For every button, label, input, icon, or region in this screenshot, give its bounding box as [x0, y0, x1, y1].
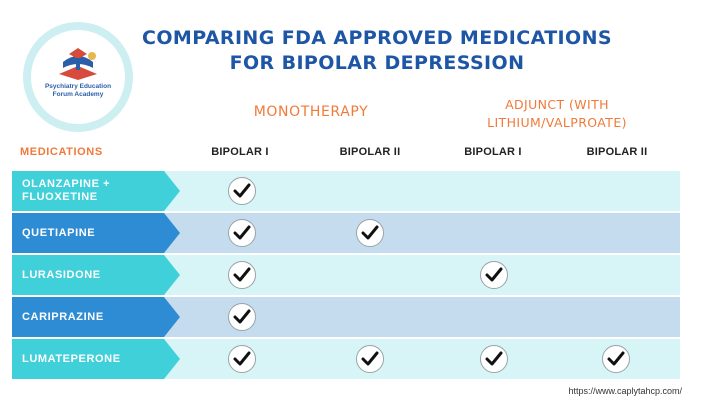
medication-arrow: QUETIAPINE: [12, 213, 180, 253]
title-line-2: FOR BIPOLAR DEPRESSION: [229, 52, 525, 74]
academy-logo: Psychiatry Education Forum Academy: [23, 22, 133, 132]
col-header-adj-bipolar-1: BIPOLAR I: [464, 146, 522, 158]
logo-line-1: Psychiatry Education: [44, 83, 112, 90]
table-row: LUMATEPERONE: [12, 339, 680, 379]
checkmark-cell: [228, 219, 256, 247]
medication-label-line-1: OLANZAPINE +: [22, 178, 111, 190]
checkmark-icon: [480, 345, 508, 373]
source-url: https://www.caplytahcp.com/: [568, 386, 682, 396]
logo-line-2: Forum Academy: [52, 90, 104, 98]
medication-label-line-1: QUETIAPINE: [22, 226, 96, 239]
medication-arrow: LURASIDONE: [12, 255, 180, 295]
logo-emblem-icon: [59, 48, 97, 80]
medications-header: MEDICATIONS: [20, 146, 103, 158]
checkmark-icon: [356, 345, 384, 373]
medication-label-line-1: LUMATEPERONE: [22, 352, 121, 365]
medication-arrow: OLANZAPINE + FLUOXETINE: [12, 171, 180, 211]
table-row: OLANZAPINE + FLUOXETINE: [12, 171, 680, 211]
col-header-mono-bipolar-1: BIPOLAR I: [211, 146, 269, 158]
col-header-mono-bipolar-2: BIPOLAR II: [339, 146, 401, 158]
medication-label-line-1: CARIPRAZINE: [22, 310, 104, 323]
medication-arrow: LUMATEPERONE: [12, 339, 180, 379]
medication-label-line-2: FLUOXETINE: [22, 191, 98, 203]
checkmark-cell: [356, 219, 384, 247]
title-line-1: COMPARING FDA APPROVED MEDICATIONS: [142, 27, 612, 49]
checkmark-icon: [228, 219, 256, 247]
monotherapy-header: MONOTHERAPY: [253, 104, 369, 120]
medication-label: LURASIDONE: [22, 255, 172, 295]
checkmark-cell: [228, 177, 256, 205]
medication-arrow: CARIPRAZINE: [12, 297, 180, 337]
checkmark-cell: [228, 261, 256, 289]
checkmark-cell: [602, 345, 630, 373]
checkmark-icon: [228, 177, 256, 205]
checkmark-icon: [356, 219, 384, 247]
checkmark-cell: [480, 345, 508, 373]
adjunct-header: ADJUNCT (WITH LITHIUM/VALPROATE): [462, 96, 652, 132]
table-row: QUETIAPINE: [12, 213, 680, 253]
table-row: CARIPRAZINE: [12, 297, 680, 337]
checkmark-icon: [480, 261, 508, 289]
medication-label: QUETIAPINE: [22, 213, 172, 253]
adjunct-line-1: ADJUNCT (WITH: [505, 97, 609, 112]
checkmark-icon: [602, 345, 630, 373]
page-title: COMPARING FDA APPROVED MEDICATIONS FOR B…: [140, 26, 614, 76]
checkmark-icon: [228, 303, 256, 331]
checkmark-cell: [228, 345, 256, 373]
checkmark-cell: [480, 261, 508, 289]
col-header-adj-bipolar-2: BIPOLAR II: [586, 146, 648, 158]
checkmark-icon: [228, 345, 256, 373]
checkmark-cell: [356, 345, 384, 373]
logo-text: Psychiatry Education Forum Academy: [23, 83, 133, 98]
medication-label: OLANZAPINE + FLUOXETINE: [22, 171, 172, 211]
checkmark-icon: [228, 261, 256, 289]
medication-label: LUMATEPERONE: [22, 339, 172, 379]
adjunct-line-2: LITHIUM/VALPROATE): [487, 115, 627, 130]
table-row: LURASIDONE: [12, 255, 680, 295]
medication-label: CARIPRAZINE: [22, 297, 172, 337]
medication-label-line-1: LURASIDONE: [22, 268, 101, 281]
checkmark-cell: [228, 303, 256, 331]
